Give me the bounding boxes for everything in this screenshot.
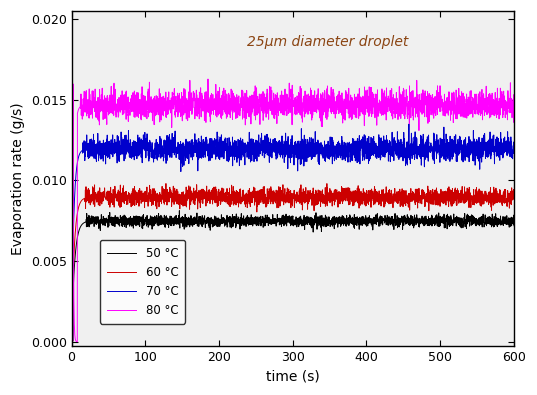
80 °C [119, 108, 125, 113]
80 °C [145, 87, 151, 91]
70 °C [68, 339, 75, 343]
80 °C [454, 109, 461, 113]
70 °C [257, 151, 264, 156]
60 °C [163, 181, 169, 186]
60 °C [145, 199, 151, 203]
60 °C [511, 194, 517, 199]
50 °C [502, 219, 509, 224]
60 °C [119, 196, 125, 201]
50 °C [68, 339, 75, 343]
50 °C [511, 224, 517, 228]
Line: 60 °C: 60 °C [71, 184, 514, 341]
80 °C [502, 104, 509, 109]
60 °C [502, 192, 509, 197]
X-axis label: time (s): time (s) [266, 370, 320, 384]
70 °C [145, 153, 151, 158]
50 °C [238, 211, 244, 216]
70 °C [238, 139, 244, 143]
50 °C [119, 216, 125, 221]
60 °C [257, 198, 264, 202]
60 °C [454, 196, 461, 201]
Y-axis label: Evaporation rate (g/s): Evaporation rate (g/s) [11, 102, 25, 255]
50 °C [454, 215, 461, 220]
80 °C [238, 105, 244, 110]
80 °C [511, 113, 517, 118]
Line: 80 °C: 80 °C [71, 79, 514, 342]
50 °C [145, 225, 151, 229]
80 °C [68, 339, 75, 344]
70 °C [405, 122, 412, 126]
70 °C [119, 148, 125, 152]
60 °C [238, 198, 244, 203]
Line: 50 °C: 50 °C [71, 211, 514, 341]
Legend: 50 °C, 60 °C, 70 °C, 80 °C: 50 °C, 60 °C, 70 °C, 80 °C [99, 240, 185, 324]
50 °C [176, 208, 183, 213]
Line: 70 °C: 70 °C [71, 124, 514, 341]
80 °C [257, 103, 264, 108]
Text: 25μm diameter droplet: 25μm diameter droplet [248, 35, 409, 49]
80 °C [205, 77, 211, 81]
60 °C [68, 339, 75, 343]
50 °C [257, 219, 264, 224]
70 °C [511, 147, 517, 152]
70 °C [502, 149, 509, 154]
70 °C [454, 141, 461, 145]
